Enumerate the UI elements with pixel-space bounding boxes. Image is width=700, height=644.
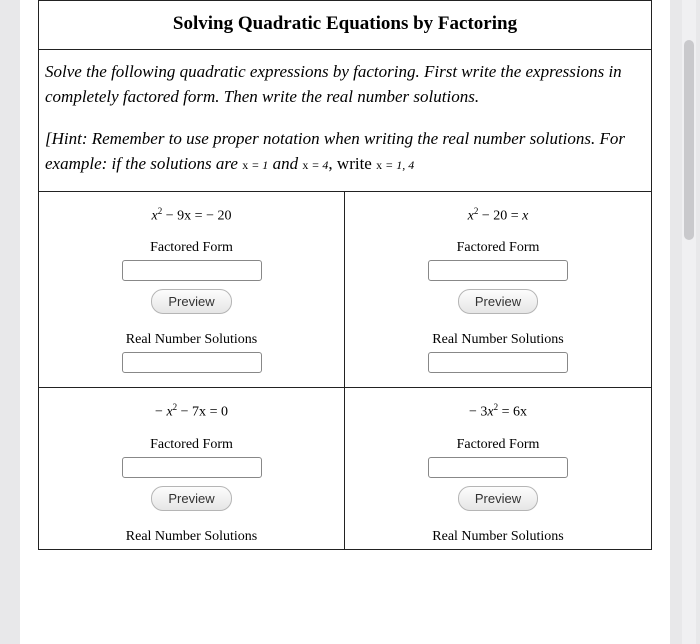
instructions-cell: Solve the following quadratic expression… xyxy=(39,50,651,192)
preview-button-2[interactable]: Preview xyxy=(458,289,538,314)
factored-input-2[interactable] xyxy=(428,260,568,281)
factored-input-4[interactable] xyxy=(428,457,568,478)
preview-button-3[interactable]: Preview xyxy=(151,486,231,511)
problem-cell-2: x2 − 20 = x Factored Form Preview Real N… xyxy=(345,192,651,389)
hint-and: and xyxy=(268,154,302,173)
worksheet-table: Solving Quadratic Equations by Factoring… xyxy=(38,0,652,550)
equation-4: − 3x2 = 6x xyxy=(357,402,639,421)
equation-3: − x2 − 7x = 0 xyxy=(51,402,332,421)
instructions-text: Solve the following quadratic expression… xyxy=(45,60,645,109)
problem-grid: x2 − 9x = − 20 Factored Form Preview Rea… xyxy=(39,192,651,550)
solutions-label: Real Number Solutions xyxy=(357,332,639,348)
solutions-label: Real Number Solutions xyxy=(357,529,639,545)
problem-cell-3: − x2 − 7x = 0 Factored Form Preview Real… xyxy=(39,388,345,550)
factored-label: Factored Form xyxy=(51,437,332,453)
factored-input-1[interactable] xyxy=(122,260,262,281)
equation-2: x2 − 20 = x xyxy=(357,206,639,225)
preview-button-4[interactable]: Preview xyxy=(458,486,538,511)
solutions-input-2[interactable] xyxy=(428,352,568,373)
scrollbar-thumb[interactable] xyxy=(684,40,694,240)
factored-input-3[interactable] xyxy=(122,457,262,478)
hint-eq3: x = 1, 4 xyxy=(376,158,414,172)
preview-button-1[interactable]: Preview xyxy=(151,289,231,314)
hint-eq2: x = 4 xyxy=(302,158,328,172)
vertical-scrollbar[interactable] xyxy=(682,0,696,644)
hint-text: [Hint: Remember to use proper notation w… xyxy=(45,127,645,176)
page-title: Solving Quadratic Equations by Factoring xyxy=(39,1,651,50)
worksheet-page: Solving Quadratic Equations by Factoring… xyxy=(20,0,670,644)
hint-eq1: x = 1 xyxy=(242,158,268,172)
solutions-input-1[interactable] xyxy=(122,352,262,373)
solutions-label: Real Number Solutions xyxy=(51,332,332,348)
equation-1: x2 − 9x = − 20 xyxy=(51,206,332,225)
problem-cell-1: x2 − 9x = − 20 Factored Form Preview Rea… xyxy=(39,192,345,389)
hint-mid: , write xyxy=(328,154,376,173)
factored-label: Factored Form xyxy=(357,437,639,453)
solutions-label: Real Number Solutions xyxy=(51,529,332,545)
problem-cell-4: − 3x2 = 6x Factored Form Preview Real Nu… xyxy=(345,388,651,550)
factored-label: Factored Form xyxy=(357,240,639,256)
factored-label: Factored Form xyxy=(51,240,332,256)
